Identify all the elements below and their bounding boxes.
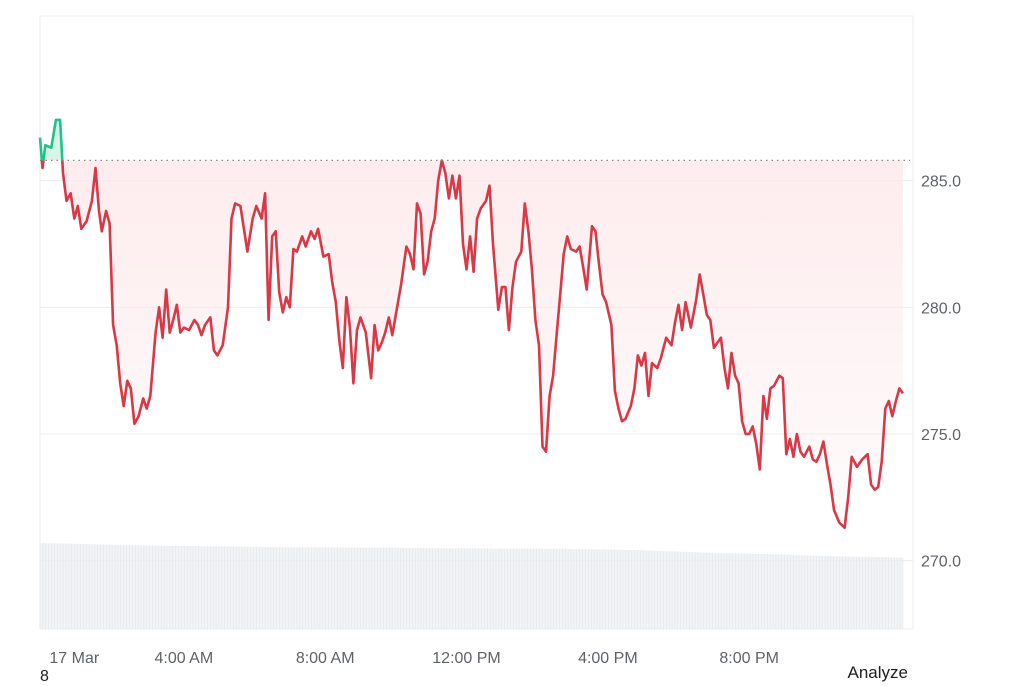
volume-area	[40, 543, 903, 629]
x-tick-label: 4:00 PM	[578, 650, 638, 667]
volume-bars	[39, 543, 904, 629]
x-tick-label: 8:00 AM	[296, 650, 355, 667]
y-tick-label: 275.0	[921, 427, 961, 444]
x-axis-ticks: 17 Mar 4:00 AM 8:00 AM 12:00 PM 4:00 PM 8:00 …	[49, 650, 779, 667]
x-tick-label: 4:00 AM	[154, 650, 213, 667]
analyze-button[interactable]: Analyze	[847, 663, 908, 682]
y-tick-label: 280.0	[921, 300, 961, 317]
below-reference-fill	[41, 160, 903, 528]
x-tick-label: 12:00 PM	[432, 650, 500, 667]
price-line-down	[40, 160, 904, 529]
y-axis-ticks: 270.0 275.0 280.0 285.0	[921, 174, 961, 571]
cropped-label-fragment: 8	[40, 668, 49, 685]
x-tick-label: 8:00 PM	[719, 650, 779, 667]
y-tick-label: 270.0	[921, 554, 961, 571]
x-tick-label: 17 Mar	[49, 650, 99, 667]
price-line	[38, 118, 904, 529]
y-tick-label: 285.0	[921, 174, 961, 191]
area-fills	[40, 119, 903, 528]
